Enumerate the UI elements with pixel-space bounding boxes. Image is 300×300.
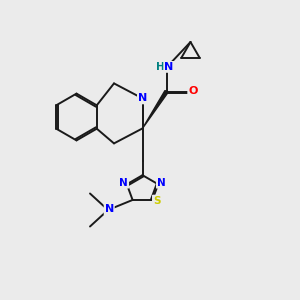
Text: N: N [138, 93, 147, 103]
Polygon shape [142, 91, 168, 128]
Text: N: N [164, 62, 173, 72]
Text: S: S [153, 196, 160, 206]
Text: N: N [119, 178, 128, 188]
Text: N: N [157, 178, 166, 188]
Text: H: H [155, 62, 164, 73]
Text: N: N [105, 204, 114, 214]
Text: O: O [188, 86, 198, 97]
